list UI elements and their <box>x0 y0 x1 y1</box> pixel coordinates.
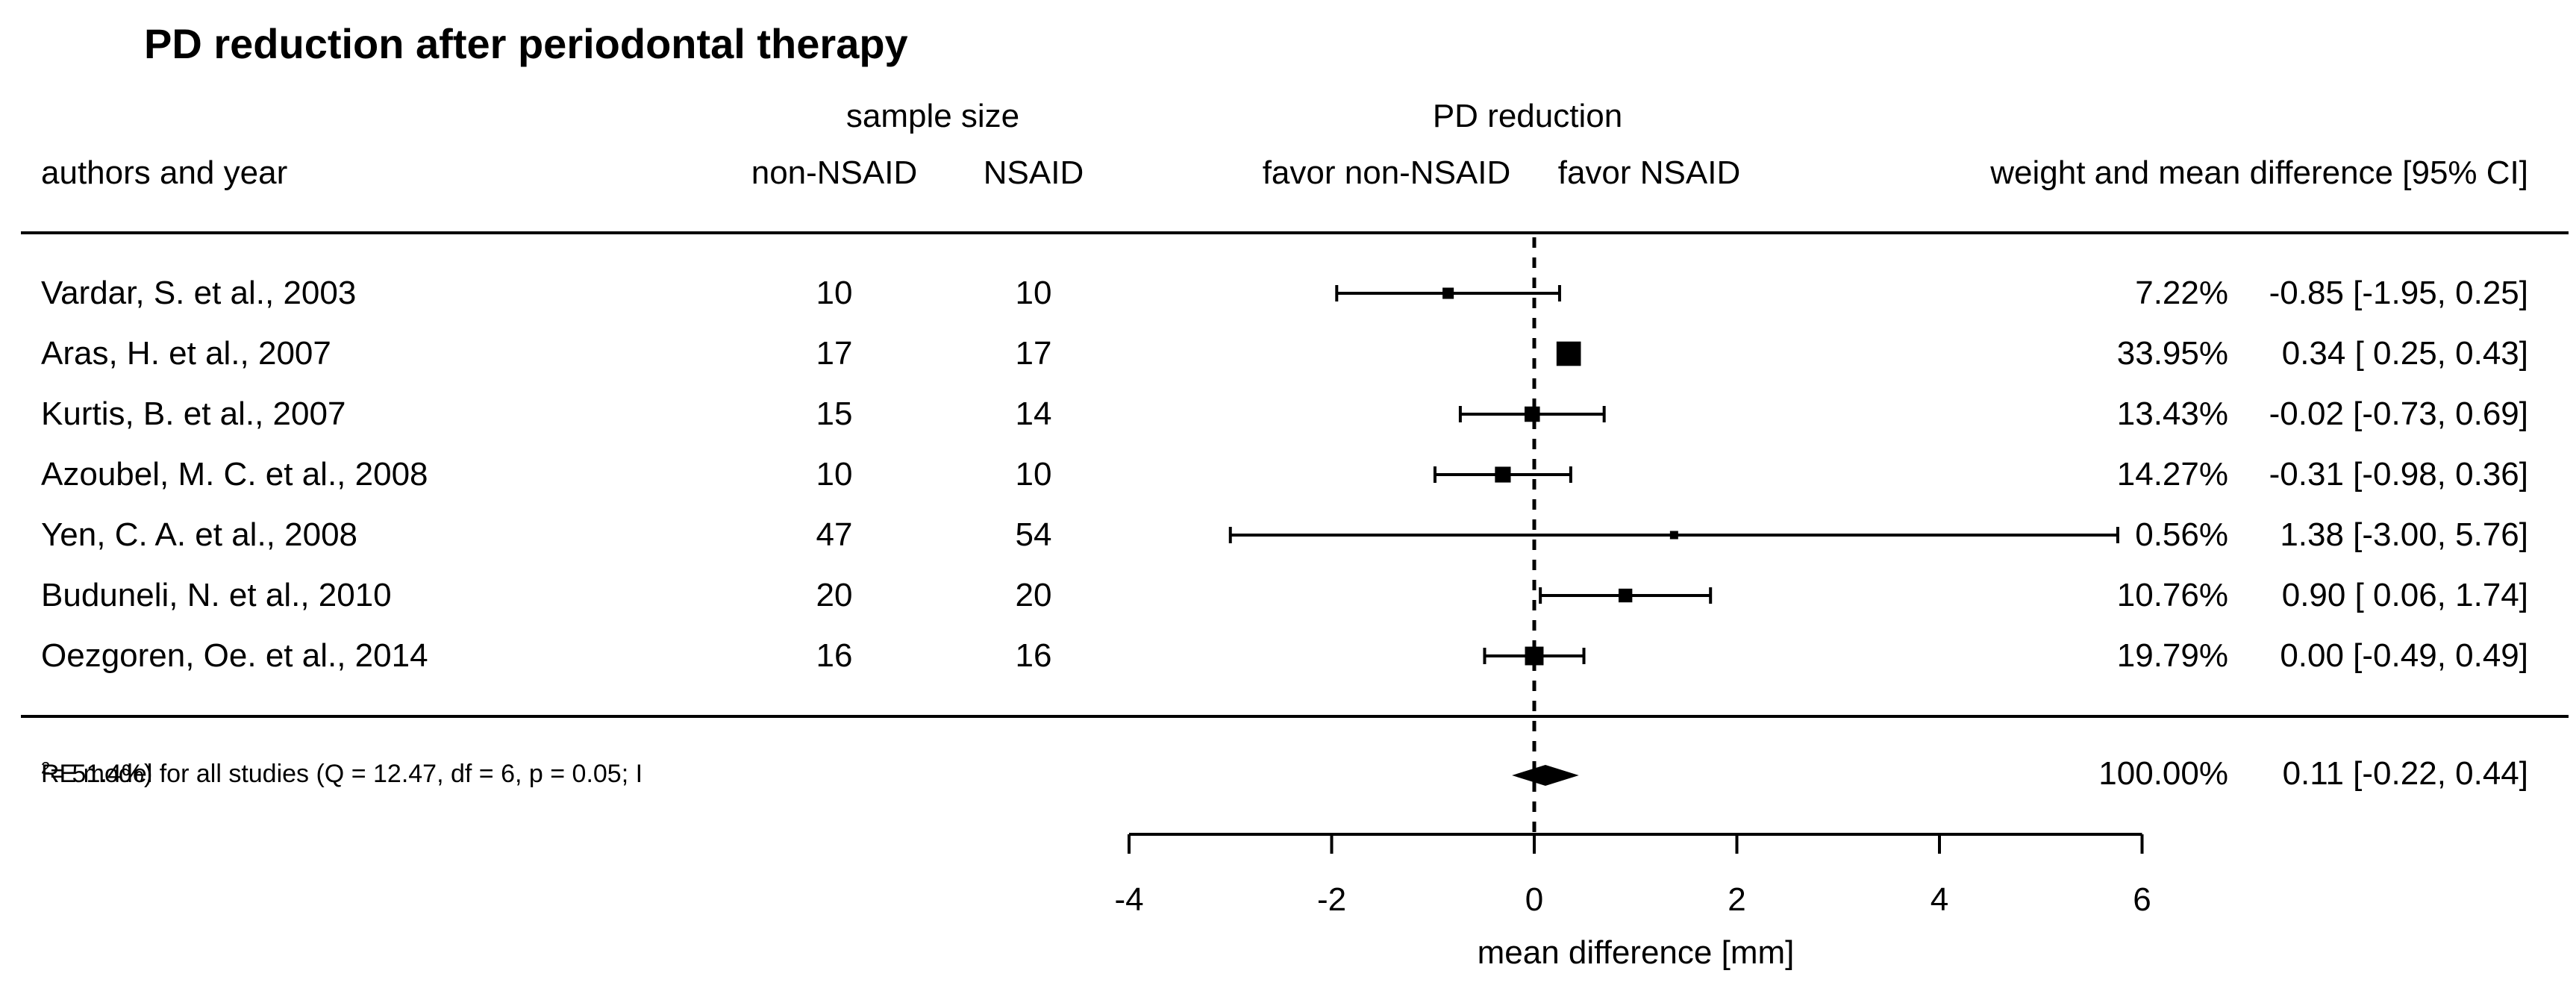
sample-size-non-nsaid: 16 <box>816 637 853 674</box>
axis-tick-label: 0 <box>1525 881 1543 918</box>
re-model-label: RE model for all studies (Q = 12.47, df … <box>41 758 643 789</box>
author-label: Aras, H. et al., 2007 <box>41 334 331 372</box>
re-model-label-pre: RE model for all studies (Q = 12.47, df … <box>41 759 643 788</box>
summary-estimate-value: 0.11 [-0.22, 0.44] <box>2282 755 2528 792</box>
axis-tick-label: 6 <box>2133 881 2151 918</box>
table-row: Yen, C. A. et al., 2008 47 54 0.56% 1.38… <box>0 504 2576 565</box>
column-header-favor-non-nsaid: favor non-NSAID <box>1262 154 1511 191</box>
header-divider-rule <box>21 231 2569 234</box>
author-label: Kurtis, B. et al., 2007 <box>41 395 346 432</box>
estimate-value: 0.34 [ 0.25, 0.43] <box>2281 334 2528 372</box>
sample-size-nsaid: 10 <box>1015 455 1052 493</box>
axis-tick-label: -4 <box>1114 881 1143 918</box>
group-header-pd-reduction: PD reduction <box>1432 98 1623 134</box>
column-header-authors: authors and year <box>41 154 288 191</box>
axis-label: mean difference [mm] <box>1477 934 1795 971</box>
re-model-label-post: = 51.4%) <box>50 759 153 788</box>
table-row: Aras, H. et al., 2007 17 17 33.95% 0.34 … <box>0 323 2576 384</box>
column-header-weight-ci: weight and mean difference [95% CI] <box>1990 154 2528 191</box>
sample-size-nsaid: 10 <box>1015 274 1052 311</box>
summary-row: RE model for all studies (Q = 12.47, df … <box>0 755 2576 793</box>
sample-size-non-nsaid: 17 <box>816 334 853 372</box>
estimate-value: 0.00 [-0.49, 0.49] <box>2280 637 2528 674</box>
sample-size-nsaid: 54 <box>1015 516 1052 553</box>
estimate-value: -0.02 [-0.73, 0.69] <box>2269 395 2528 432</box>
table-row: Azoubel, M. C. et al., 2008 10 10 14.27%… <box>0 444 2576 504</box>
weight-value: 14.27% <box>2116 455 2228 493</box>
i-squared-superscript: 2 <box>41 758 51 778</box>
weight-value: 0.56% <box>2135 516 2228 553</box>
author-label: Oezgoren, Oe. et al., 2014 <box>41 637 428 674</box>
estimate-value: 1.38 [-3.00, 5.76] <box>2280 516 2528 553</box>
sample-size-non-nsaid: 10 <box>816 455 853 493</box>
figure-title: PD reduction after periodontal therapy <box>144 20 908 67</box>
weight-value: 13.43% <box>2116 395 2228 432</box>
author-label: Yen, C. A. et al., 2008 <box>41 516 358 553</box>
sample-size-nsaid: 20 <box>1015 576 1052 613</box>
column-header-nsaid: NSAID <box>983 154 1084 191</box>
sample-size-non-nsaid: 20 <box>816 576 853 613</box>
axis-tick-label: -2 <box>1317 881 1346 918</box>
weight-value: 33.95% <box>2116 334 2228 372</box>
axis-tick-label: 2 <box>1728 881 1745 918</box>
column-header-favor-nsaid: favor NSAID <box>1557 154 1741 191</box>
author-label: Vardar, S. et al., 2003 <box>41 274 357 311</box>
author-label: Buduneli, N. et al., 2010 <box>41 576 392 613</box>
author-label: Azoubel, M. C. et al., 2008 <box>41 455 428 493</box>
estimate-value: 0.90 [ 0.06, 1.74] <box>2281 576 2528 613</box>
column-header-non-nsaid: non-NSAID <box>751 154 918 191</box>
sample-size-non-nsaid: 47 <box>816 516 853 553</box>
summary-weight-value: 100.00% <box>2098 755 2228 792</box>
summary-divider-rule <box>21 715 2569 718</box>
table-row: Kurtis, B. et al., 2007 15 14 13.43% -0.… <box>0 384 2576 444</box>
sample-size-nsaid: 17 <box>1015 334 1052 372</box>
weight-value: 7.22% <box>2135 274 2228 311</box>
estimate-value: -0.85 [-1.95, 0.25] <box>2269 274 2528 311</box>
study-rows: Vardar, S. et al., 2003 10 10 7.22% -0.8… <box>0 263 2576 686</box>
weight-value: 19.79% <box>2116 637 2228 674</box>
table-row: Vardar, S. et al., 2003 10 10 7.22% -0.8… <box>0 263 2576 323</box>
sample-size-nsaid: 14 <box>1015 395 1052 432</box>
table-row: Buduneli, N. et al., 2010 20 20 10.76% 0… <box>0 565 2576 625</box>
estimate-value: -0.31 [-0.98, 0.36] <box>2269 455 2528 493</box>
table-row: Oezgoren, Oe. et al., 2014 16 16 19.79% … <box>0 625 2576 686</box>
sample-size-nsaid: 16 <box>1015 637 1052 674</box>
sample-size-non-nsaid: 10 <box>816 274 853 311</box>
group-header-sample-size: sample size <box>845 98 1020 134</box>
sample-size-non-nsaid: 15 <box>816 395 853 432</box>
weight-value: 10.76% <box>2116 576 2228 613</box>
axis-tick-label: 4 <box>1931 881 1948 918</box>
